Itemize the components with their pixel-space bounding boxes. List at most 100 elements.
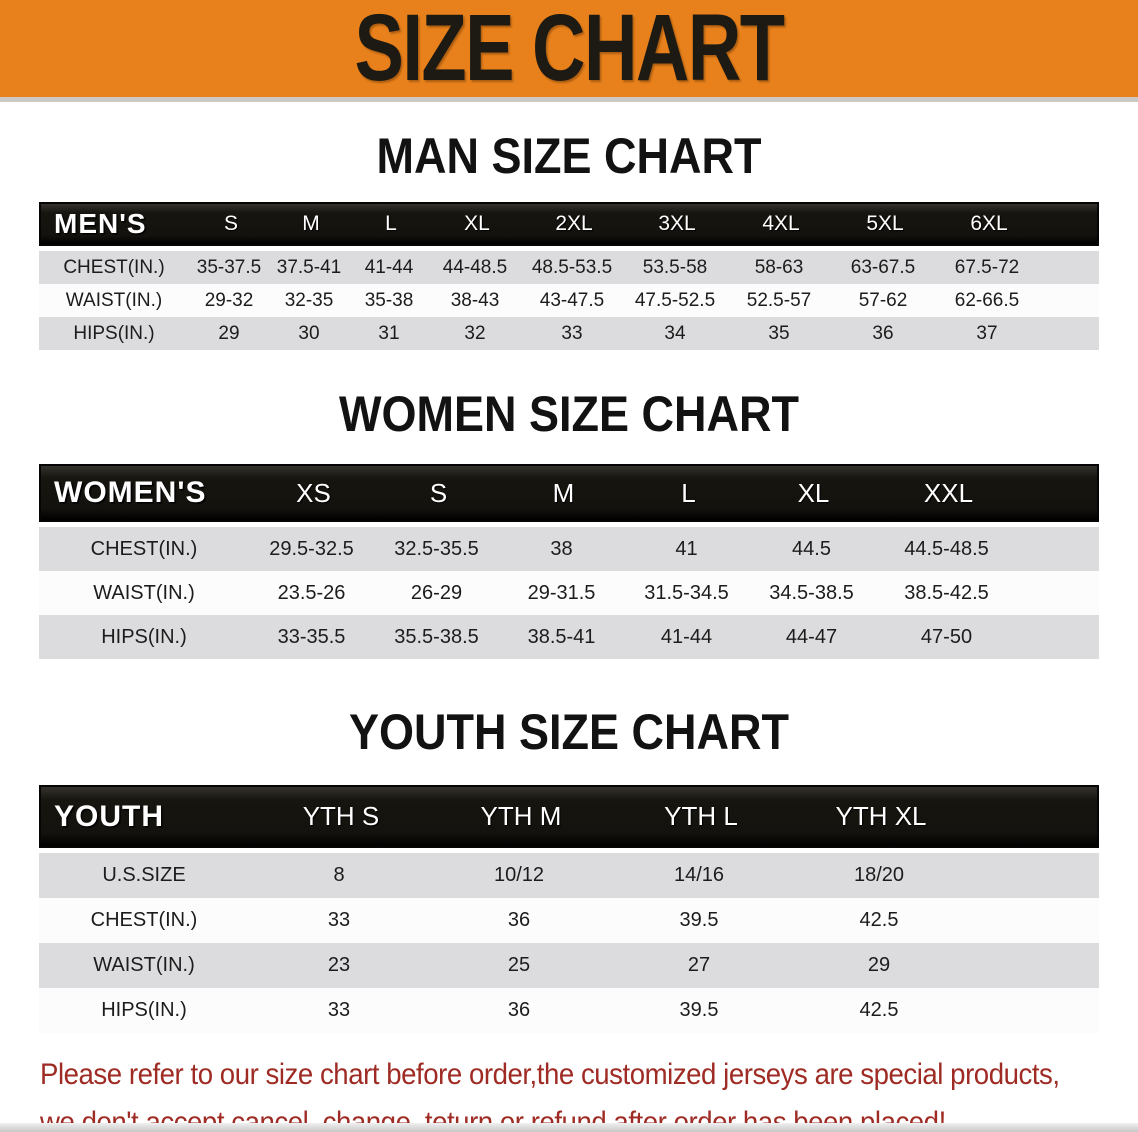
size-cell: 32.5-35.5 bbox=[394, 537, 479, 560]
banner: SIZE CHART bbox=[0, 0, 1138, 102]
size-cell: 29 bbox=[218, 322, 240, 344]
column-header: M bbox=[552, 477, 575, 508]
size-cell: 67.5-72 bbox=[954, 256, 1020, 278]
column-header: XXL bbox=[923, 477, 974, 508]
size-cell: 36 bbox=[872, 322, 894, 344]
column-header: 5XL bbox=[866, 212, 904, 235]
column-header: YTH L bbox=[664, 801, 738, 831]
size-cell: 63-67.5 bbox=[850, 256, 916, 278]
column-header: M bbox=[302, 212, 320, 235]
size-cell: 41-44 bbox=[364, 256, 414, 278]
size-cell: 44.5-48.5 bbox=[904, 537, 989, 560]
size-cell: 42.5 bbox=[859, 909, 899, 931]
column-header: XL bbox=[464, 212, 490, 235]
heading-men: MAN SIZE CHART bbox=[376, 128, 762, 184]
column-header: 4XL bbox=[762, 212, 800, 235]
table-row: HIPS(IN.) 29 30 31 32 33 34 35 36 37 bbox=[39, 317, 1099, 350]
size-cell: 53.5-58 bbox=[642, 256, 708, 278]
table-row: U.S.SIZE 8 10/12 14/16 18/20 bbox=[39, 853, 1099, 898]
size-cell: 42.5 bbox=[859, 999, 899, 1021]
size-chart-sections: MAN SIZE CHART MEN'S S M L XL 2XL 3XL 4XL 5XL 6XL C… bbox=[0, 127, 1138, 1033]
column-header: XS bbox=[296, 477, 331, 508]
size-cell: 38.5-41 bbox=[527, 625, 596, 648]
size-cell: 29-31.5 bbox=[527, 581, 596, 604]
size-cell: 32-35 bbox=[284, 289, 334, 311]
size-cell: 34 bbox=[664, 322, 686, 344]
size-cell: 23 bbox=[327, 954, 351, 976]
table-row: WAIST(IN.) 23 25 27 29 bbox=[39, 943, 1099, 988]
table-row: CHEST(IN.) 29.5-32.5 32.5-35.5 38 41 44.5 44.5… bbox=[39, 527, 1099, 571]
size-cell: 37 bbox=[976, 322, 998, 344]
size-cell: 36 bbox=[507, 999, 531, 1021]
row-label: HIPS(IN.) bbox=[101, 625, 187, 648]
table-row: WAIST(IN.) 29-32 32-35 35-38 38-43 43-47.5 47.… bbox=[39, 284, 1099, 317]
size-cell: 48.5-53.5 bbox=[531, 256, 613, 278]
row-label: CHEST(IN.) bbox=[90, 909, 198, 931]
size-cell: 34.5-38.5 bbox=[769, 581, 854, 604]
size-cell: 39.5 bbox=[679, 999, 719, 1021]
disclaimer: Please refer to our size chart before or… bbox=[40, 1051, 1060, 1132]
size-cell: 36 bbox=[507, 909, 531, 931]
size-cell: 25 bbox=[507, 954, 531, 976]
women-table-header-row: WOMEN'S XS S M L XL XXL bbox=[39, 464, 1099, 522]
size-cell: 39.5 bbox=[679, 909, 719, 931]
women-size-table: WOMEN'S XS S M L XL XXL CHEST(IN.) 29.5-32.5 32.5… bbox=[39, 464, 1099, 659]
row-label: WAIST(IN.) bbox=[93, 581, 195, 604]
size-cell: 23.5-26 bbox=[277, 581, 346, 604]
banner-title: SIZE CHART bbox=[354, 0, 786, 101]
size-cell: 35-37.5 bbox=[196, 256, 262, 278]
size-cell: 18/20 bbox=[853, 864, 905, 886]
size-cell: 52.5-57 bbox=[746, 289, 812, 311]
size-cell: 31 bbox=[378, 322, 400, 344]
size-cell: 43-47.5 bbox=[539, 289, 605, 311]
size-cell: 31.5-34.5 bbox=[644, 581, 729, 604]
size-cell: 41 bbox=[675, 537, 698, 560]
size-cell: 8 bbox=[333, 864, 345, 886]
men-table-header-row: MEN'S S M L XL 2XL 3XL 4XL 5XL 6XL bbox=[39, 202, 1099, 246]
size-cell: 44-48.5 bbox=[442, 256, 508, 278]
size-cell: 27 bbox=[687, 954, 711, 976]
size-cell: 44.5 bbox=[792, 537, 831, 560]
row-label: CHEST(IN.) bbox=[90, 537, 198, 560]
women-corner-label: WOMEN'S bbox=[54, 476, 207, 509]
size-cell: 38 bbox=[550, 537, 573, 560]
row-label: HIPS(IN.) bbox=[73, 322, 155, 344]
size-cell: 37.5-41 bbox=[276, 256, 342, 278]
men-corner-label: MEN'S bbox=[54, 208, 147, 239]
size-cell: 26-29 bbox=[410, 581, 463, 604]
men-size-table: MEN'S S M L XL 2XL 3XL 4XL 5XL 6XL CHEST(IN.) 35-37… bbox=[39, 202, 1099, 350]
size-cell: 29.5-32.5 bbox=[269, 537, 354, 560]
table-row: CHEST(IN.) 33 36 39.5 42.5 bbox=[39, 898, 1099, 943]
row-label: CHEST(IN.) bbox=[63, 256, 165, 278]
size-cell: 62-66.5 bbox=[954, 289, 1020, 311]
section-women: WOMEN SIZE CHART WOMEN'S XS S M L XL XXL CHEST(I… bbox=[0, 385, 1138, 659]
size-cell: 32 bbox=[464, 322, 486, 344]
column-header: L bbox=[385, 212, 397, 235]
size-cell: 33-35.5 bbox=[277, 625, 346, 648]
size-cell: 14/16 bbox=[673, 864, 725, 886]
table-row: HIPS(IN.) 33 36 39.5 42.5 bbox=[39, 988, 1099, 1033]
column-header: S bbox=[223, 212, 238, 235]
youth-corner-label: YOUTH bbox=[54, 799, 164, 833]
size-cell: 47-50 bbox=[920, 625, 973, 648]
row-label: U.S.SIZE bbox=[102, 864, 186, 886]
size-cell: 30 bbox=[298, 322, 320, 344]
column-header: 6XL bbox=[970, 212, 1008, 235]
size-cell: 35.5-38.5 bbox=[394, 625, 479, 648]
row-label: WAIST(IN.) bbox=[93, 954, 195, 976]
size-cell: 47.5-52.5 bbox=[634, 289, 716, 311]
column-header: S bbox=[429, 477, 448, 508]
column-header: L bbox=[681, 477, 696, 508]
size-cell: 29 bbox=[867, 954, 891, 976]
size-cell: 38.5-42.5 bbox=[904, 581, 989, 604]
youth-size-table: YOUTH YTH S YTH M YTH L YTH XL U.S.SIZE 8 10/12… bbox=[39, 785, 1099, 1033]
table-row: WAIST(IN.) 23.5-26 26-29 29-31.5 31.5-34.5 34… bbox=[39, 571, 1099, 615]
section-youth: YOUTH SIZE CHART YOUTH YTH S YTH M YTH L YTH … bbox=[0, 703, 1138, 1033]
youth-table-header-row: YOUTH YTH S YTH M YTH L YTH XL bbox=[39, 785, 1099, 848]
column-header: XL bbox=[797, 477, 830, 508]
disclaimer-line-1: Please refer to our size chart before or… bbox=[40, 1058, 1060, 1091]
row-label: WAIST(IN.) bbox=[65, 289, 163, 311]
column-header: 2XL bbox=[555, 212, 593, 235]
size-cell: 41-44 bbox=[660, 625, 713, 648]
